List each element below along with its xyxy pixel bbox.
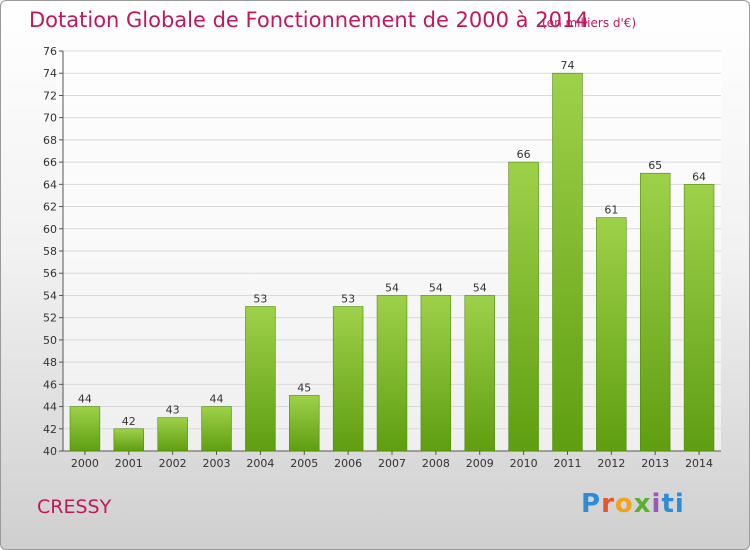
x-tick-label-2005: 2005 bbox=[290, 457, 318, 470]
y-tick-label: 56 bbox=[43, 267, 57, 280]
data-label-2012: 61 bbox=[604, 204, 618, 217]
x-tick-label-2012: 2012 bbox=[597, 457, 625, 470]
bar-2005 bbox=[289, 395, 320, 452]
data-label-2008: 54 bbox=[429, 281, 443, 294]
x-tick-label-2004: 2004 bbox=[246, 457, 274, 470]
data-label-2014: 64 bbox=[692, 170, 706, 183]
y-tick-label: 60 bbox=[43, 223, 57, 236]
bar-2001 bbox=[113, 428, 145, 452]
y-tick-label: 62 bbox=[43, 201, 57, 214]
x-tick-label-2014: 2014 bbox=[685, 457, 713, 470]
y-tick-label: 74 bbox=[43, 67, 57, 80]
bar-2009 bbox=[464, 295, 495, 452]
y-tick-label: 44 bbox=[43, 401, 57, 414]
y-tick-label: 72 bbox=[43, 89, 57, 102]
bar-2004 bbox=[245, 306, 276, 452]
bar-2012 bbox=[596, 217, 627, 452]
unit-note: (en milliers d'€) bbox=[542, 16, 637, 30]
chart-title: Dotation Globale de Fonctionnement de 20… bbox=[29, 8, 589, 32]
bar-2008 bbox=[420, 295, 452, 452]
x-tick-label-2001: 2001 bbox=[115, 457, 143, 470]
bar-2006 bbox=[332, 306, 364, 452]
data-label-2004: 53 bbox=[253, 293, 267, 306]
bar-2013 bbox=[639, 172, 671, 452]
bar-2011 bbox=[552, 72, 583, 452]
x-tick-label-2008: 2008 bbox=[422, 457, 450, 470]
data-label-2013: 65 bbox=[648, 159, 662, 172]
x-tick-label-2011: 2011 bbox=[553, 457, 581, 470]
bar-2014 bbox=[683, 184, 715, 452]
y-tick-label: 58 bbox=[43, 245, 57, 258]
data-label-2011: 74 bbox=[560, 59, 574, 72]
data-label-2010: 66 bbox=[517, 148, 531, 161]
y-tick-label: 48 bbox=[43, 356, 57, 369]
y-tick-label: 42 bbox=[43, 423, 57, 436]
bar-2003 bbox=[201, 406, 232, 452]
y-tick-label: 52 bbox=[43, 312, 57, 325]
x-tick-label-2006: 2006 bbox=[334, 457, 362, 470]
y-tick-label: 46 bbox=[43, 378, 57, 391]
data-label-2005: 45 bbox=[297, 381, 311, 394]
x-tick-label-2002: 2002 bbox=[159, 457, 187, 470]
data-label-2003: 44 bbox=[210, 393, 224, 406]
data-label-2002: 43 bbox=[166, 404, 180, 417]
x-tick-label-2010: 2010 bbox=[510, 457, 538, 470]
bar-2007 bbox=[376, 295, 408, 452]
bar-2010 bbox=[508, 161, 539, 452]
data-label-2009: 54 bbox=[473, 281, 487, 294]
y-tick-label: 64 bbox=[43, 178, 57, 191]
data-label-2006: 53 bbox=[341, 293, 355, 306]
x-tick-label-2003: 2003 bbox=[203, 457, 231, 470]
x-tick-label-2013: 2013 bbox=[641, 457, 669, 470]
data-label-2007: 54 bbox=[385, 281, 399, 294]
place-name: CRESSY bbox=[37, 496, 112, 518]
y-tick-label: 40 bbox=[43, 445, 57, 458]
y-tick-label: 54 bbox=[43, 289, 57, 302]
y-tick-label: 68 bbox=[43, 134, 57, 147]
y-tick-label: 66 bbox=[43, 156, 57, 169]
data-label-2001: 42 bbox=[122, 415, 136, 428]
y-tick-label: 76 bbox=[43, 45, 57, 58]
x-tick-label-2007: 2007 bbox=[378, 457, 406, 470]
data-label-2000: 44 bbox=[78, 393, 92, 406]
proxiti-logo: Proxiti bbox=[581, 489, 685, 519]
y-tick-label: 50 bbox=[43, 334, 57, 347]
y-tick-label: 70 bbox=[43, 112, 57, 125]
bar-2002 bbox=[157, 417, 188, 452]
x-tick-label-2009: 2009 bbox=[466, 457, 494, 470]
bar-2000 bbox=[69, 406, 101, 452]
x-tick-label-2000: 2000 bbox=[71, 457, 99, 470]
